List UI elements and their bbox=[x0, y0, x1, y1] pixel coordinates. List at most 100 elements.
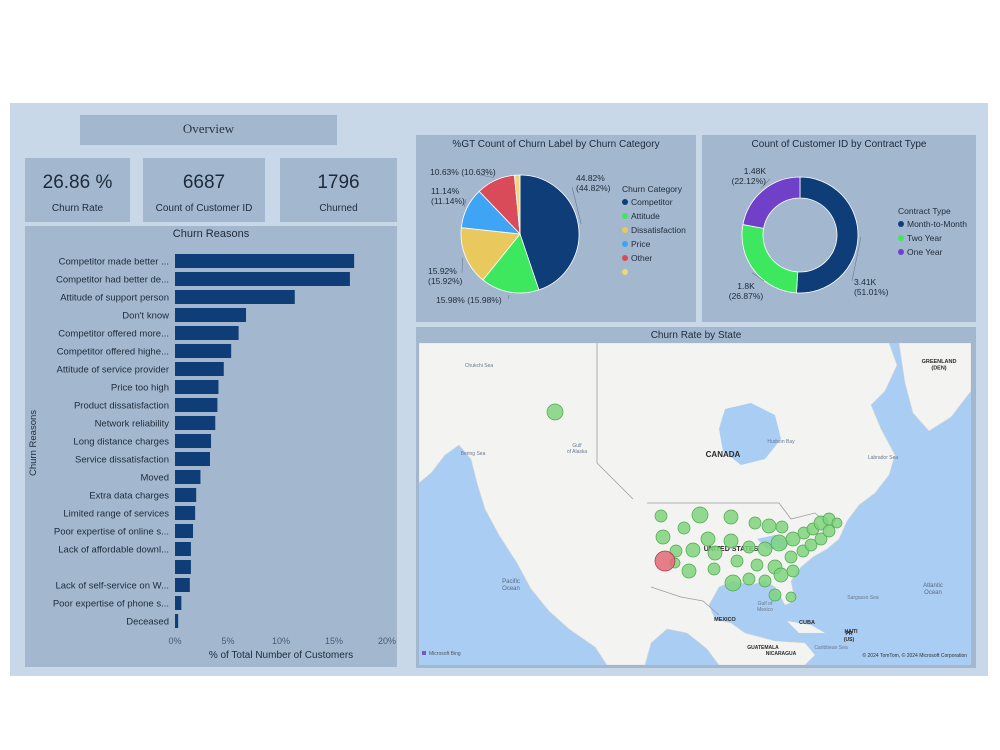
state-bubble[interactable] bbox=[742, 540, 756, 554]
map-canvas[interactable]: Chukchi Sea Bering Sea Gulf of Alaska CANADA… bbox=[419, 343, 971, 665]
kpi-card-customer-count[interactable]: 6687 Count of Customer ID bbox=[143, 158, 265, 222]
state-bubble[interactable] bbox=[750, 558, 764, 572]
state-bubble[interactable] bbox=[707, 562, 721, 576]
state-bubble[interactable] bbox=[757, 541, 773, 557]
bar[interactable] bbox=[175, 398, 218, 412]
state-bubble[interactable] bbox=[831, 517, 843, 529]
bar[interactable] bbox=[175, 596, 182, 610]
legend-item-label[interactable]: Attitude bbox=[631, 211, 660, 221]
kpi-card-churned[interactable]: 1796 Churned bbox=[280, 158, 397, 222]
state-bubble[interactable] bbox=[742, 572, 756, 586]
state-bubble[interactable] bbox=[785, 591, 797, 603]
bar[interactable] bbox=[175, 416, 216, 430]
map-place-label: Pacific Ocean bbox=[502, 579, 520, 592]
bar[interactable] bbox=[175, 560, 191, 574]
map-title: Churn Rate by State bbox=[650, 330, 742, 341]
bar[interactable] bbox=[175, 362, 224, 376]
pie-slice[interactable] bbox=[742, 176, 801, 229]
state-bubble[interactable] bbox=[707, 545, 723, 561]
bar-category-label: Poor expertise of online s... bbox=[54, 527, 169, 538]
state-bubble[interactable] bbox=[748, 516, 762, 530]
bar[interactable] bbox=[175, 272, 350, 286]
state-bubble[interactable] bbox=[786, 564, 800, 578]
state-bubble[interactable] bbox=[681, 563, 697, 579]
legend-item-label[interactable]: Price bbox=[631, 239, 651, 249]
bar[interactable] bbox=[175, 344, 232, 358]
bar[interactable] bbox=[175, 542, 191, 556]
state-bubble[interactable] bbox=[761, 518, 777, 534]
pie-slice[interactable] bbox=[482, 233, 540, 294]
state-bubble[interactable] bbox=[655, 529, 671, 545]
map-place-label: Gulf of Mexico bbox=[757, 601, 773, 613]
pie-slice[interactable] bbox=[513, 174, 521, 235]
state-bubble[interactable] bbox=[804, 538, 818, 552]
bar[interactable] bbox=[175, 506, 196, 520]
pie-slice[interactable] bbox=[460, 227, 521, 281]
bar-category-label: Price too high bbox=[111, 383, 169, 394]
bar[interactable] bbox=[175, 470, 201, 484]
state-bubble[interactable] bbox=[773, 567, 789, 583]
map-place-label: NICARAGUA bbox=[766, 651, 797, 657]
state-bubble[interactable] bbox=[546, 403, 564, 421]
map-place-label: Gulf of Alaska bbox=[567, 443, 588, 455]
state-bubble[interactable] bbox=[822, 524, 836, 538]
state-bubble[interactable] bbox=[677, 521, 691, 535]
state-bubble[interactable] bbox=[770, 534, 788, 552]
x-tick-label: 10% bbox=[272, 636, 290, 646]
churn-category-pie-chart[interactable]: %GT Count of Churn Label by Churn Catego… bbox=[416, 135, 696, 322]
pie-slice[interactable] bbox=[796, 176, 859, 294]
bar[interactable] bbox=[175, 434, 212, 448]
bar[interactable] bbox=[175, 380, 219, 394]
state-bubble[interactable] bbox=[730, 554, 744, 568]
dashboard: Overview 26.86 % Churn Rate 6687 Count o… bbox=[10, 103, 988, 676]
leader-line bbox=[479, 174, 495, 178]
bar[interactable] bbox=[175, 254, 355, 268]
churn-rate-by-state-map[interactable]: Churn Rate by State Chukchi Sea Bering Se… bbox=[416, 327, 976, 668]
map-attribution: © 2024 TomTom, © 2024 Microsoft Corporat… bbox=[862, 652, 967, 659]
legend-item-label[interactable]: Dissatisfaction bbox=[631, 225, 686, 235]
legend-item-label[interactable]: One Year bbox=[907, 247, 943, 257]
leader-line bbox=[571, 186, 582, 225]
bar[interactable] bbox=[175, 578, 190, 592]
state-bubble[interactable] bbox=[758, 574, 772, 588]
state-bubble[interactable] bbox=[723, 509, 739, 525]
state-bubble[interactable] bbox=[814, 532, 828, 546]
chart-title: Churn Reasons bbox=[172, 228, 250, 240]
slice-data-label: 15.92% (15.92%) bbox=[428, 266, 463, 286]
state-bubble[interactable] bbox=[700, 531, 716, 547]
churn-reasons-chart[interactable]: Churn Reasons Competitor made better ...… bbox=[25, 226, 397, 667]
state-bubble[interactable] bbox=[785, 531, 801, 547]
bar[interactable] bbox=[175, 488, 197, 502]
legend-item-label[interactable]: Competitor bbox=[631, 197, 673, 207]
bar[interactable] bbox=[175, 290, 295, 304]
contract-type-donut-chart[interactable]: Count of Customer ID by Contract Type 3.… bbox=[702, 135, 976, 322]
legend-item-label[interactable]: Other bbox=[631, 253, 652, 263]
kpi-card-churn-rate[interactable]: 26.86 % Churn Rate bbox=[25, 158, 130, 222]
state-bubble[interactable] bbox=[768, 588, 782, 602]
bar[interactable] bbox=[175, 524, 194, 538]
state-bubble[interactable] bbox=[775, 520, 789, 534]
map-place-label: HAITI bbox=[844, 629, 858, 635]
state-bubble[interactable] bbox=[691, 506, 709, 524]
state-bubble[interactable] bbox=[669, 544, 683, 558]
pie-slice[interactable] bbox=[519, 174, 580, 291]
legend-item-label[interactable]: Month-to-Month bbox=[907, 219, 967, 229]
legend-item-label[interactable]: Two Year bbox=[907, 233, 942, 243]
state-bubble[interactable] bbox=[654, 550, 676, 572]
bar[interactable] bbox=[175, 614, 179, 628]
overview-header: Overview bbox=[80, 115, 337, 145]
state-bubble[interactable] bbox=[784, 550, 798, 564]
state-bubble[interactable] bbox=[723, 533, 739, 549]
bar[interactable] bbox=[175, 326, 239, 340]
x-axis-label: % of Total Number of Customers bbox=[209, 650, 353, 661]
bar[interactable] bbox=[175, 308, 247, 322]
state-bubble[interactable] bbox=[654, 509, 668, 523]
state-bubble[interactable] bbox=[685, 542, 701, 558]
leader-line bbox=[751, 272, 765, 282]
state-bubble[interactable] bbox=[724, 574, 742, 592]
leader-line bbox=[507, 294, 510, 300]
bar[interactable] bbox=[175, 452, 210, 466]
map-place-label: Caribbean Sea bbox=[814, 645, 848, 651]
map-border-alaska-coast bbox=[596, 462, 634, 500]
map-greenland bbox=[898, 343, 971, 432]
